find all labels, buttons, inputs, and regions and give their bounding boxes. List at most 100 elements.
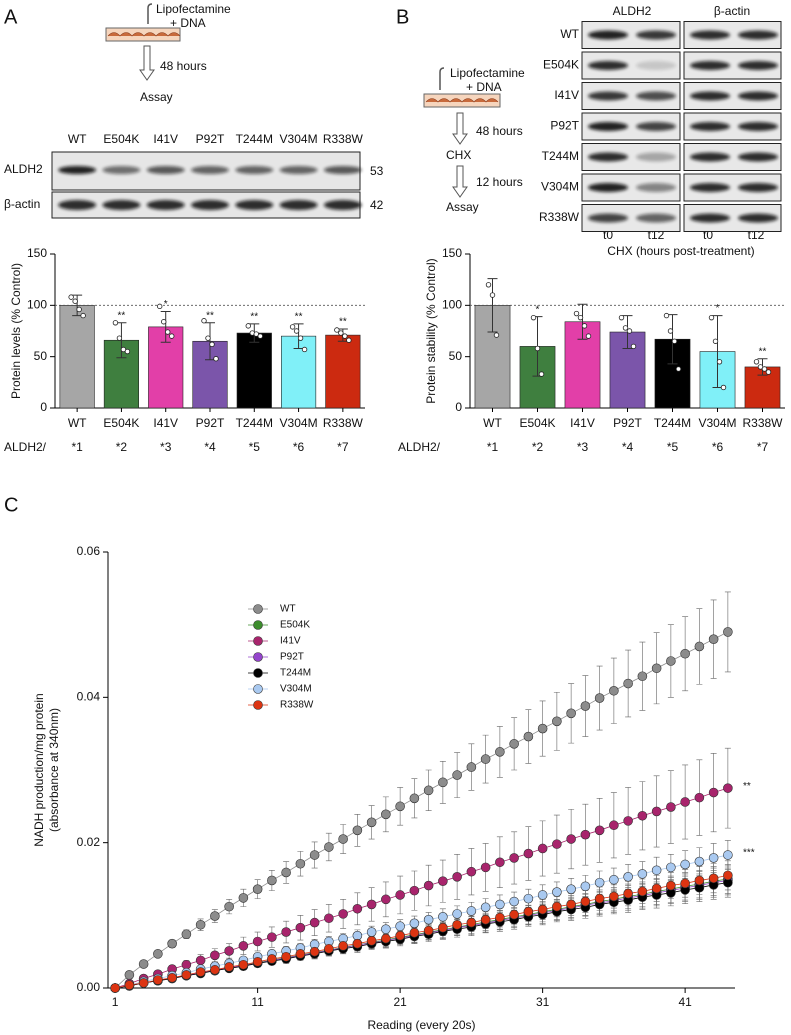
blot-time: t0 [703,228,713,242]
y-axis-label: Protein levels (% Control) [9,263,23,399]
blot-header: β-actin [714,4,750,18]
bar [325,334,361,409]
significance: ** [295,311,303,322]
marker [523,848,534,859]
blot-band [690,91,730,101]
schematic-text: Assay [446,200,479,214]
marker [409,793,420,804]
data-point [169,333,175,339]
data-point [577,314,584,321]
blot-lane-label: V304M [280,132,318,146]
data-point [538,371,545,377]
blot-band [636,183,676,192]
panel-label: C [4,494,18,516]
x-tick-label: P92T [613,416,642,430]
data-point [124,348,131,355]
schematic-text: + DNA [466,80,502,94]
marker [509,739,519,749]
schematic-text: 12 hours [476,175,523,189]
schematic-text: Assay [140,90,173,104]
marker [238,893,249,903]
x-tick-label: I41V [570,416,595,430]
data-point [716,359,723,365]
marker [680,797,690,807]
bar [59,305,95,409]
error-bar [577,303,588,340]
cells [425,98,499,103]
x-tick-label: E504K [519,416,555,430]
blot-size: 53 [370,164,384,178]
marker [338,834,348,844]
marker [680,859,690,870]
marker [381,924,391,934]
marker [480,914,491,925]
significance: *** [743,848,755,859]
x-tick-label: 11 [251,995,264,1009]
data-point [338,330,344,336]
marker [580,701,591,711]
marker [580,829,591,840]
blot-lane-label: T244M [236,132,273,146]
data-point [346,337,352,343]
legend-marker [253,620,263,630]
data-point [671,338,678,344]
subcategory-label: *3 [577,440,589,454]
data-point [205,335,211,341]
blot-row-label: ALDH2 [4,162,43,176]
blot-lane-label: P92T [196,132,225,146]
marker [195,919,206,930]
blot-band [738,61,778,70]
marker [238,959,249,970]
marker [723,783,733,793]
blot-band [690,122,730,131]
blot-band [738,91,778,101]
marker [366,927,377,937]
blot-band [636,30,676,40]
panel-label: B [396,6,409,28]
marker [423,914,434,925]
marker [651,865,662,876]
marker [423,880,434,891]
marker [623,816,633,826]
marker [723,850,733,860]
blot-row-label: I41V [554,88,579,102]
significance: * [164,299,168,310]
marker [110,983,120,993]
error-bar [293,323,304,349]
marker [138,978,149,988]
marker [267,954,277,964]
marker [552,839,562,849]
marker [594,825,605,836]
marker [381,894,391,905]
x-tick-label: R338W [742,416,783,430]
blot-band [738,30,778,40]
marker [338,941,348,951]
legend-marker [253,668,263,678]
blot-band [636,213,676,223]
subcategory-label: *4 [622,440,634,454]
marker [480,902,491,913]
marker [708,634,719,645]
y-tick-label: 50 [34,349,48,363]
error-bar [205,322,215,361]
marker [366,817,377,828]
data-point [765,369,772,375]
data-point [622,325,629,331]
marker [594,893,605,904]
marker [438,777,448,788]
marker [466,906,477,916]
marker [381,933,391,944]
blot-row-label: T244M [542,149,579,163]
marker [666,802,676,812]
y-axis-label: (absorbance at 340nm) [47,708,61,832]
subcategory-label: *6 [293,440,305,454]
series-line [115,854,728,989]
y-tick-label: 0.02 [77,835,101,849]
marker [580,881,591,892]
marker [238,941,249,951]
data-point [489,292,496,298]
blot-lane-label: R338W [323,132,364,146]
schematic-a: Lipofectamine + DNA 48 hours Assay [105,2,231,104]
marker [566,708,576,719]
marker [124,980,135,990]
